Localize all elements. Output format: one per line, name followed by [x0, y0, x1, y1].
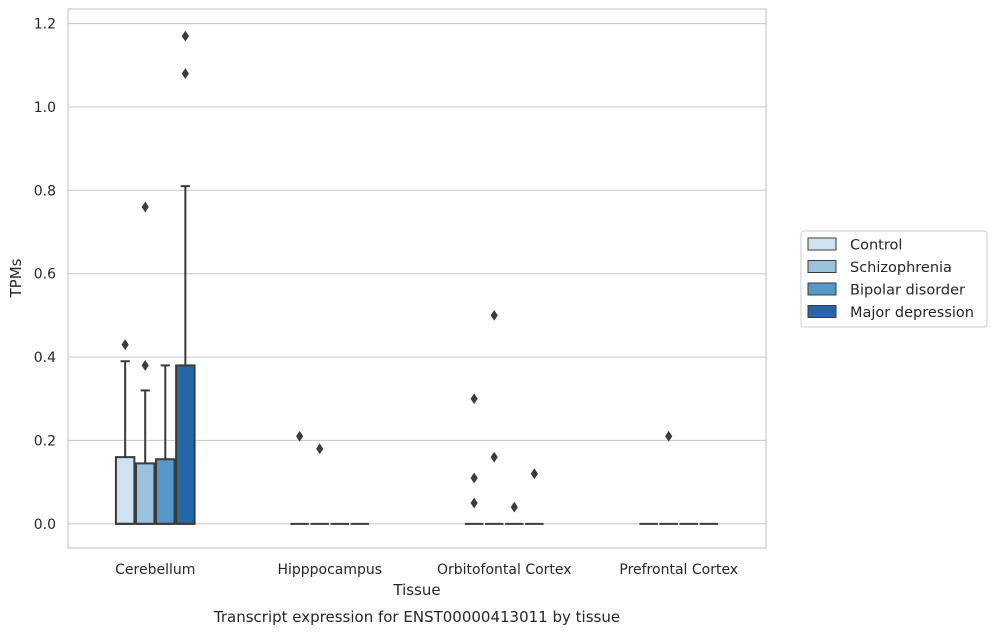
box-body [155, 458, 176, 525]
outlier-point [141, 201, 149, 213]
y-tick-label: 1.2 [34, 17, 56, 33]
legend-label: Control [850, 238, 902, 254]
outlier-point [141, 360, 149, 371]
box-body [175, 364, 196, 525]
outlier-point [665, 430, 673, 442]
legend-swatch [807, 305, 837, 318]
box-control [464, 393, 484, 525]
y-tick-label: 0.4 [34, 350, 56, 366]
x-tick-label: Cerebellum [115, 562, 195, 578]
box-body [134, 462, 156, 525]
x-axis-label: Tissue [392, 581, 440, 599]
outlier-point [510, 501, 518, 513]
legend-label: Schizophrenia [850, 260, 952, 276]
legend-swatch [807, 237, 837, 251]
plot-frame [67, 8, 767, 549]
box-schizophrenia [484, 309, 504, 525]
outlier-point [490, 451, 498, 463]
box-schizophrenia [659, 430, 678, 525]
legend-frame [800, 230, 988, 328]
box-bipolar-disorder [155, 364, 176, 525]
y-tick-labels: 0.0 0.2 0.4 0.6 0.8 1.0 1.2 [34, 17, 56, 533]
outlier-point [316, 443, 324, 455]
box-control [114, 339, 136, 525]
outlier-point [121, 339, 129, 350]
legend-swatch [807, 260, 837, 273]
outlier-point [470, 472, 478, 484]
outlier-point [296, 430, 304, 442]
y-tick-label: 1.0 [34, 100, 56, 116]
legend-label: Major depression [850, 305, 974, 321]
x-tick-label: Prefrontal Cortex [619, 562, 738, 578]
box-schizophrenia [310, 443, 329, 525]
box-body [114, 456, 136, 525]
y-tick-label: 0.2 [34, 433, 56, 449]
box-major-depression [525, 468, 544, 525]
outlier-point [530, 468, 538, 480]
box-major-depression [175, 30, 196, 525]
box-bipolar-disorder [505, 501, 524, 525]
y-tick-label: 0.0 [34, 517, 56, 533]
y-tick-label: 0.6 [34, 267, 56, 283]
outlier-point [490, 309, 498, 321]
box-schizophrenia [134, 201, 156, 525]
box-control [290, 430, 309, 525]
legend-swatch [807, 282, 837, 296]
box-marks [114, 30, 719, 525]
x-tick-label: Hipppocampus [277, 562, 382, 578]
x-tick-labels: Cerebellum Hipppocampus Orbitofontal Corte… [115, 562, 738, 578]
legend: Control Schizophrenia Bipolar disorder Majo… [800, 230, 988, 328]
y-tick-label: 0.8 [34, 183, 56, 199]
outlier-point [470, 393, 478, 405]
chart-caption: Transcript expression for ENST0000041301… [213, 608, 620, 626]
outlier-point [181, 30, 189, 42]
legend-label: Bipolar disorder [850, 283, 965, 299]
x-tick-label: Orbitofontal Cortex [437, 562, 572, 578]
y-axis-label: TPMs [7, 258, 25, 298]
outlier-point [181, 68, 189, 80]
outlier-point [470, 497, 478, 509]
